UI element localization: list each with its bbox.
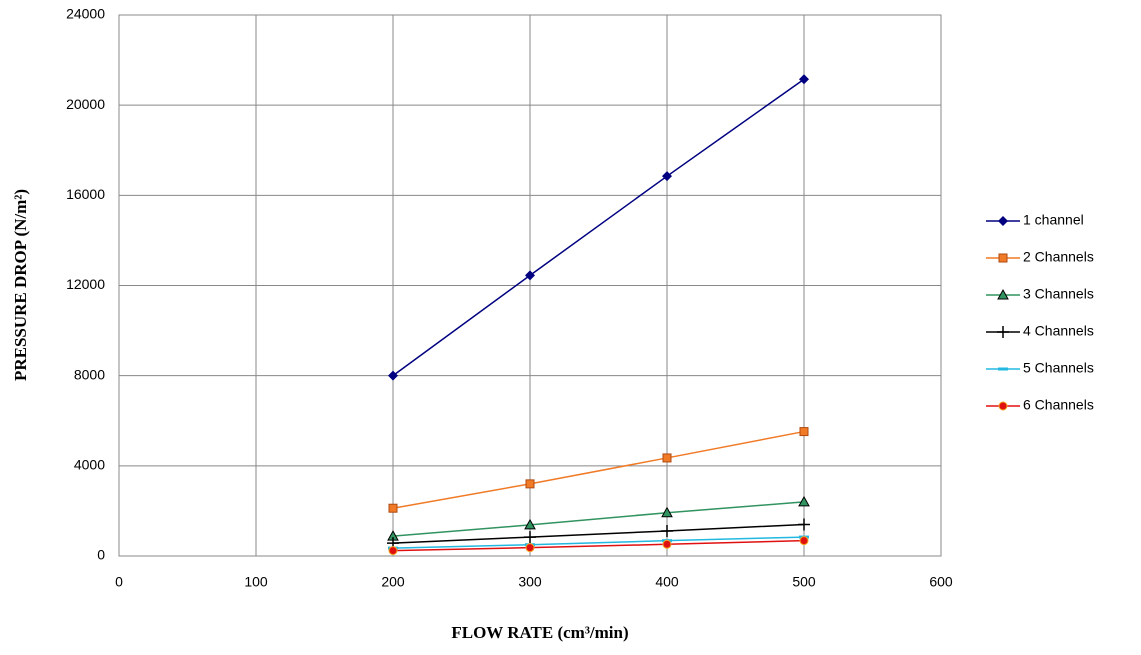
data-point [524,518,536,530]
series-line [392,501,805,537]
y-tick-label: 12000 [66,276,105,292]
data-point [662,453,672,463]
legend-marker [997,288,1009,300]
data-point [662,171,672,182]
x-tick-label: 500 [792,574,816,590]
data-point [661,506,673,518]
series-line [392,78,805,377]
legend-label: 4 Channels [1023,323,1094,339]
y-tick-label: 20000 [66,96,105,112]
x-tick-label: 600 [929,574,953,590]
legend-label: 5 Channels [1023,360,1094,376]
legend-marker [998,253,1008,263]
y-axis-title: PRESSURE DROP (N/m²) [11,189,30,381]
data-point [661,524,673,537]
x-tick-label: 300 [518,574,542,590]
legend-label: 3 Channels [1023,286,1094,302]
y-tick-label: 24000 [66,6,105,22]
data-point [799,427,809,437]
legend-label: 1 channel [1023,212,1084,228]
data-point [662,539,672,549]
plot-border [118,14,942,557]
y-tick-label: 0 [97,547,105,563]
x-tick-label: 200 [381,574,405,590]
x-tick-label: 400 [655,574,679,590]
data-point [798,495,810,507]
x-tick-label: 0 [115,574,123,590]
y-tick-label: 16000 [66,186,105,202]
data-point [525,270,535,281]
legend-marker [998,216,1008,226]
legend-marker [998,401,1008,411]
legend-label: 2 Channels [1023,249,1094,265]
data-point [388,503,398,513]
series-line [392,539,805,552]
data-point [525,479,535,489]
data-point [799,74,809,85]
y-tick-label: 8000 [74,366,105,382]
legend-label: 6 Channels [1023,397,1094,413]
series-line [392,430,805,509]
data-point [388,546,398,556]
series-line [392,523,805,544]
data-point [524,531,536,544]
data-point [799,536,809,546]
x-tick-label: 100 [244,574,268,590]
y-tick-label: 4000 [74,457,105,473]
data-point [388,370,398,381]
data-point [525,543,535,553]
data-point [798,518,810,531]
x-axis-title: FLOW RATE (cm³/min) [451,623,628,642]
legend-marker [997,326,1009,338]
series-line [392,536,805,549]
